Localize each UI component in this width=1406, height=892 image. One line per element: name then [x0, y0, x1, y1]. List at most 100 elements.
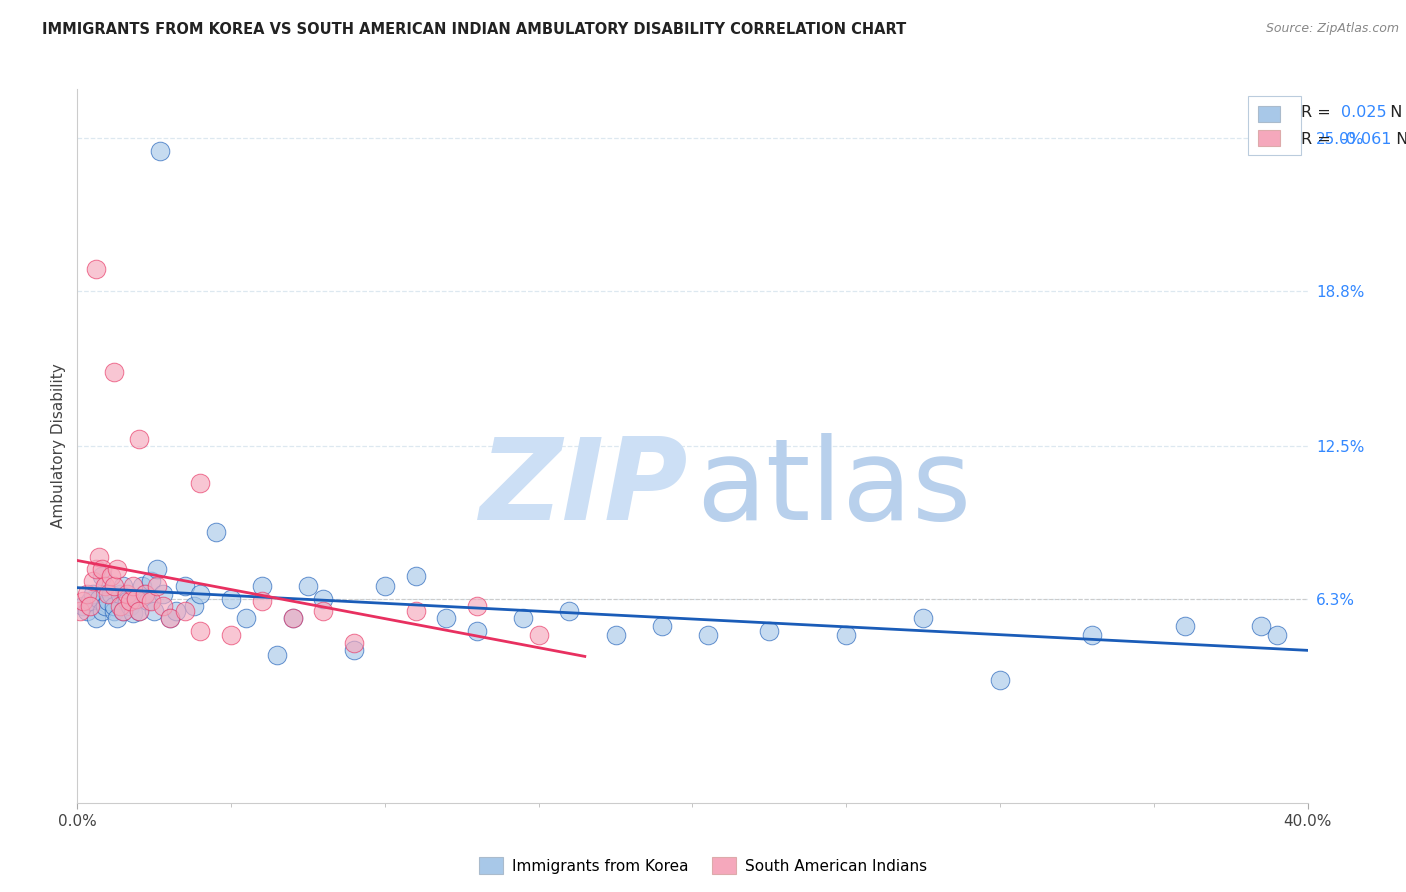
Point: [174, 579, 197, 593]
Point: [84, 261, 107, 276]
Point: [159, 611, 181, 625]
Point: [134, 587, 156, 601]
Point: [1081, 628, 1104, 642]
Point: [758, 624, 780, 638]
Point: [97, 594, 120, 608]
Point: [204, 525, 226, 540]
Point: [112, 579, 135, 593]
Point: [128, 604, 150, 618]
Point: [1250, 618, 1272, 632]
Point: [374, 579, 396, 593]
Point: [605, 628, 627, 642]
Point: [188, 587, 212, 601]
Point: [112, 604, 135, 618]
Point: [118, 599, 141, 613]
Point: [82, 587, 104, 601]
Point: [90, 604, 114, 618]
Point: [312, 591, 335, 606]
Point: [696, 628, 718, 642]
Point: [94, 599, 117, 613]
Point: [103, 604, 125, 618]
Text: Source: ZipAtlas.com: Source: ZipAtlas.com: [1265, 22, 1399, 36]
Point: [436, 611, 458, 625]
Point: [183, 599, 205, 613]
Point: [128, 604, 150, 618]
Point: [105, 562, 128, 576]
Point: [152, 587, 174, 601]
Point: [100, 587, 122, 601]
Point: [558, 604, 581, 618]
Point: [94, 579, 117, 593]
Point: [125, 591, 148, 606]
Point: [110, 599, 132, 613]
Point: [128, 432, 150, 446]
Point: [72, 594, 94, 608]
Point: [266, 648, 288, 662]
Point: [90, 569, 114, 583]
Point: [405, 569, 427, 583]
Point: [100, 569, 122, 583]
Point: [141, 574, 163, 589]
Point: [84, 611, 107, 625]
Point: [235, 611, 257, 625]
Legend: Immigrants from Korea, South American Indians: Immigrants from Korea, South American In…: [472, 851, 934, 880]
Point: [103, 599, 125, 613]
Point: [79, 599, 101, 613]
Point: [79, 594, 101, 608]
Point: [149, 144, 172, 158]
Text: 0.025: 0.025: [1341, 104, 1386, 120]
Legend: , : ,: [1249, 96, 1301, 155]
Point: [103, 579, 125, 593]
Point: [84, 562, 107, 576]
Text: N =: N =: [1386, 132, 1406, 147]
Point: [112, 604, 135, 618]
Point: [72, 599, 94, 613]
Point: [281, 611, 304, 625]
Point: [136, 594, 159, 608]
Point: [69, 604, 91, 618]
Point: [125, 591, 148, 606]
Point: [250, 579, 273, 593]
Point: [1174, 618, 1197, 632]
Point: [110, 587, 132, 601]
Text: R =: R =: [1302, 104, 1336, 120]
Y-axis label: Ambulatory Disability: Ambulatory Disability: [51, 364, 66, 528]
Point: [76, 587, 98, 601]
Point: [121, 607, 143, 621]
Point: [143, 604, 166, 618]
Point: [141, 594, 163, 608]
Point: [152, 599, 174, 613]
Point: [105, 611, 128, 625]
Point: [465, 624, 488, 638]
Point: [131, 579, 153, 593]
Point: [97, 587, 120, 601]
Point: [118, 594, 141, 608]
Point: [134, 587, 156, 601]
Point: [103, 365, 125, 379]
Point: [146, 579, 169, 593]
Point: [115, 587, 138, 601]
Point: [312, 604, 335, 618]
Point: [297, 579, 319, 593]
Text: -0.061: -0.061: [1341, 132, 1392, 147]
Point: [82, 574, 104, 589]
Point: [281, 611, 304, 625]
Point: [405, 604, 427, 618]
Text: ZIP: ZIP: [481, 434, 689, 544]
Point: [1265, 628, 1288, 642]
Point: [188, 624, 212, 638]
Point: [121, 579, 143, 593]
Point: [115, 594, 138, 608]
Point: [343, 643, 366, 657]
Point: [250, 594, 273, 608]
Point: [165, 604, 187, 618]
Point: [988, 673, 1011, 687]
Point: [912, 611, 935, 625]
Point: [159, 611, 181, 625]
Text: atlas: atlas: [696, 434, 972, 544]
Point: [146, 562, 169, 576]
Text: R =: R =: [1302, 132, 1336, 147]
Point: [465, 599, 488, 613]
Point: [87, 549, 110, 564]
Point: [512, 611, 534, 625]
